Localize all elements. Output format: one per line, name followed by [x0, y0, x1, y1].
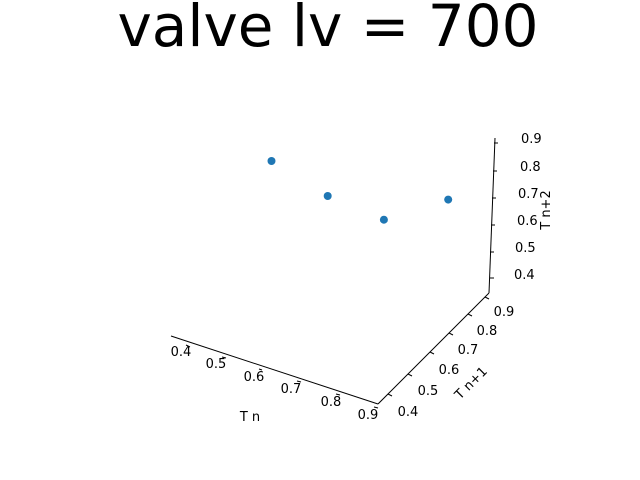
y-tick-mark [484, 296, 490, 300]
z-tick-label: 0.8 [520, 160, 541, 175]
scatter-point [444, 195, 453, 204]
z-tick-label: 0.7 [518, 187, 539, 202]
z-tick-label: 0.5 [515, 241, 536, 256]
y-tick-mark [448, 332, 454, 336]
x-axis-label: T n [239, 410, 260, 425]
y-tick-label: 0.9 [494, 305, 515, 320]
scatter-points [267, 157, 453, 224]
y-tick-mark [387, 393, 393, 397]
scatter-point [379, 215, 388, 224]
y-tick-label: 0.7 [458, 343, 479, 358]
x-tick-label: 0.8 [321, 395, 342, 410]
z-axis: 0.4 0.5 0.6 0.7 0.8 0.9 T n+2 [488, 132, 554, 294]
y-tick-label: 0.6 [439, 363, 460, 378]
y-tick-label: 0.5 [418, 384, 439, 399]
y-tick-label: 0.8 [477, 324, 498, 339]
x-tick-mark [221, 356, 227, 359]
x-tick-mark [373, 406, 379, 409]
scatter-point [267, 157, 276, 165]
scatter-point [323, 192, 332, 200]
x-tick-label: 0.9 [358, 408, 379, 423]
chart-title: valve lv = 700 [117, 0, 538, 60]
x-axis-line [170, 335, 379, 405]
y-tick-label: 0.4 [398, 405, 419, 420]
z-axis-line [488, 137, 496, 294]
x-tick-label: 0.7 [281, 382, 302, 397]
x-tick-mark [296, 380, 302, 383]
y-tick-mark [429, 351, 435, 355]
y-axis: 0.40.50.60.70.80.9 T n+1 [377, 292, 515, 420]
z-tick-label: 0.6 [517, 214, 538, 229]
z-tick-label: 0.9 [521, 132, 542, 147]
x-tick-mark [185, 344, 191, 348]
x-tick-mark [258, 368, 263, 371]
x-tick-label: 0.6 [244, 370, 265, 385]
x-tick-label: 0.5 [206, 357, 227, 372]
y-axis-line [377, 292, 490, 405]
z-tick-label: 0.4 [514, 268, 535, 283]
y-tick-mark [407, 373, 413, 377]
x-tick-label: 0.4 [171, 345, 192, 360]
y-tick-mark [467, 313, 473, 317]
x-axis: 0.4 0.5 0.6 0.7 0.8 0.9 T n [170, 335, 379, 425]
z-axis-label: T n+2 [539, 190, 554, 230]
x-tick-mark [335, 393, 341, 396]
